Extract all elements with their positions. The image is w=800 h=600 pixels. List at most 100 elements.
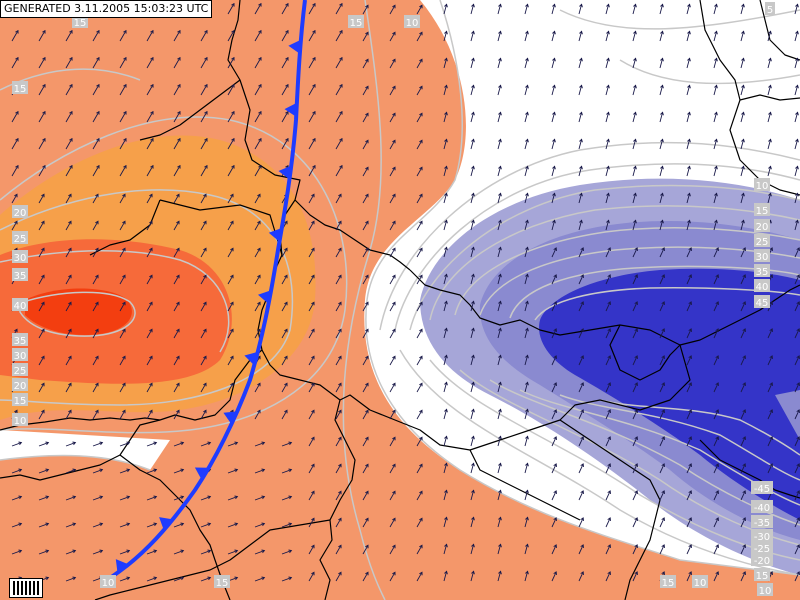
wind-arrow-head <box>471 408 475 413</box>
wind-arrow <box>767 463 773 474</box>
wind-arrow-head <box>392 112 396 117</box>
wind-arrow <box>497 274 502 285</box>
wind-arrow-head <box>392 517 396 522</box>
legend-bars-icon[interactable] <box>9 578 43 598</box>
wind-arrow-head <box>471 3 475 8</box>
wind-arrow <box>551 544 557 555</box>
wind-arrow <box>416 302 423 312</box>
wind-arrow <box>11 550 22 555</box>
cold-front-triangle <box>278 165 292 180</box>
wind-arrow <box>686 490 692 501</box>
wind-arrow <box>605 166 610 177</box>
wind-arrow-head <box>796 409 800 413</box>
wind-arrow-head <box>525 354 529 359</box>
wind-arrow <box>227 194 234 204</box>
wind-arrow <box>686 193 691 204</box>
wind-arrow-head <box>660 30 664 35</box>
wind-arrow-head <box>607 328 611 332</box>
wind-arrow-head <box>606 165 610 170</box>
wind-arrow <box>578 58 583 69</box>
wind-arrow-head <box>741 219 745 224</box>
wind-arrow-head <box>607 409 611 413</box>
wind-arrow-head <box>96 83 100 88</box>
wind-arrow <box>551 31 556 42</box>
wind-arrow <box>335 383 342 393</box>
wind-arrow <box>497 490 502 501</box>
wind-arrow-head <box>338 544 342 549</box>
wind-arrow <box>119 496 130 501</box>
wind-arrow-head <box>768 165 772 170</box>
wind-arrow-head <box>150 137 154 142</box>
wind-arrow-head <box>633 84 637 89</box>
wind-arrow-head <box>231 29 235 34</box>
wind-arrow-head <box>688 274 692 278</box>
wind-arrow <box>38 248 45 258</box>
contour-label: 30 <box>14 351 27 362</box>
wind-arrow <box>578 490 584 501</box>
wind-arrow-head <box>742 301 746 305</box>
wind-arrow-head <box>207 495 212 500</box>
wind-arrow <box>767 409 773 420</box>
wind-arrow <box>524 58 529 69</box>
wind-arrow-head <box>769 409 773 413</box>
wind-arrow-head <box>365 85 369 90</box>
contour-label-bg <box>765 2 775 15</box>
wind-arrow-head <box>553 382 557 386</box>
wind-arrow <box>362 194 369 204</box>
wind-arrow <box>524 4 529 15</box>
wind-arrow-head <box>471 327 475 332</box>
wind-arrow <box>416 572 423 582</box>
wind-arrow <box>605 571 611 582</box>
wind-arrow <box>92 57 100 69</box>
wind-arrow-head <box>444 435 448 440</box>
wind-arrow-head <box>257 193 261 198</box>
wind-arrow-head <box>68 382 72 387</box>
wind-arrow <box>92 442 103 447</box>
wind-arrow <box>254 111 262 123</box>
wind-arrow <box>281 302 288 312</box>
wind-arrow <box>659 139 664 150</box>
wind-arrow-head <box>661 436 665 440</box>
wind-arrow-head <box>41 382 45 387</box>
wind-arrow-head <box>392 85 396 90</box>
wind-arrow-head <box>795 84 799 89</box>
wind-arrow <box>146 550 157 555</box>
wind-arrow-head <box>72 495 77 500</box>
wind-arrow-head <box>207 549 212 554</box>
wind-arrow <box>335 275 342 285</box>
wind-arrow-head <box>149 328 153 333</box>
wind-arrow-head <box>176 193 180 198</box>
wind-arrow-head <box>230 328 234 333</box>
wind-arrow-head <box>365 436 369 441</box>
wind-arrow-head <box>419 31 423 36</box>
wind-arrow-head <box>311 247 315 252</box>
wind-arrow <box>659 382 665 393</box>
wind-arrow <box>389 518 396 528</box>
contour-label-bg <box>100 575 116 588</box>
wind-arrow <box>740 517 746 528</box>
wind-arrow-head <box>553 301 557 305</box>
wind-arrow <box>308 165 316 177</box>
wind-arrow <box>335 194 342 204</box>
wind-arrow-head <box>392 31 396 36</box>
wind-arrow <box>227 275 234 285</box>
wind-arrow <box>119 165 127 177</box>
wind-arrow <box>578 544 584 555</box>
wind-arrow-head <box>444 408 448 413</box>
wind-arrow-head <box>769 463 773 467</box>
wind-arrow <box>497 409 502 420</box>
wind-arrow <box>308 410 315 420</box>
wind-arrow <box>524 85 529 96</box>
wind-arrow-head <box>311 301 315 306</box>
wind-arrow <box>308 356 315 366</box>
wind-arrow <box>470 463 475 474</box>
wind-arrow <box>227 442 238 447</box>
wind-arrow-head <box>392 436 396 441</box>
wind-arrow <box>524 220 529 231</box>
wind-arrow <box>578 193 583 204</box>
wind-arrow-head <box>688 436 692 440</box>
wind-arrow-head <box>258 164 262 169</box>
wind-arrow-head <box>552 57 556 62</box>
wind-arrow-head <box>285 110 289 115</box>
wind-arrow <box>308 545 315 555</box>
